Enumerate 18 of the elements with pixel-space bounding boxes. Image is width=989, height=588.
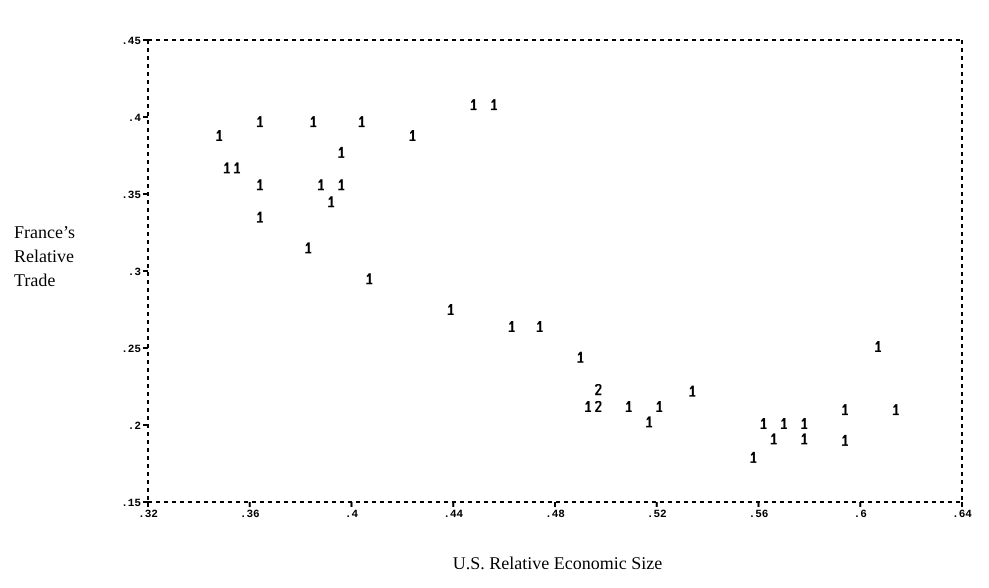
y-tick-label: .4 <box>128 112 142 125</box>
x-tick-label: .36 <box>240 508 260 521</box>
x-tick-label: .48 <box>545 508 566 521</box>
y-axis-title: France’s Relative Trade <box>14 221 76 292</box>
y-tick-label: .35 <box>121 190 142 202</box>
x-tick-label: .64 <box>952 508 972 521</box>
y-tick-label: .25 <box>121 344 142 356</box>
x-tick-label: .32 <box>138 508 158 521</box>
y-tick-label: .15 <box>121 498 142 510</box>
y-tick-label: .45 <box>121 36 142 48</box>
x-tick-label: .52 <box>646 508 667 521</box>
y-tick-label: .2 <box>128 420 141 433</box>
x-tick-label: .6 <box>854 508 867 521</box>
x-tick-label: .4 <box>344 508 358 521</box>
y-tick-label: .3 <box>128 266 142 279</box>
x-axis-title: U.S. Relative Economic Size <box>452 553 664 574</box>
x-tick-label: .56 <box>748 508 768 521</box>
x-tick-label: .44 <box>443 508 464 521</box>
